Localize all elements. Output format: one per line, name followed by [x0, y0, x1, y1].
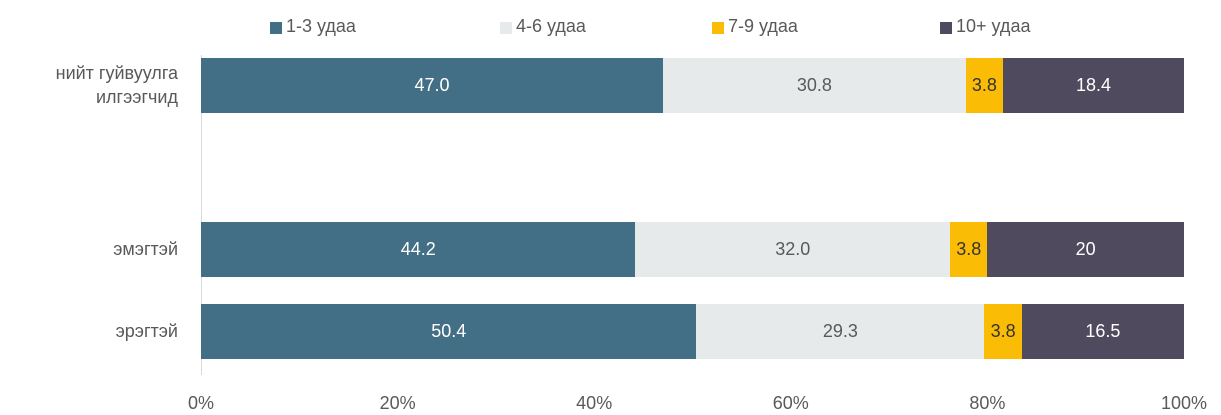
x-tick-label: 0% [187, 393, 214, 413]
data-label: 20 [1075, 238, 1096, 259]
legend-swatch [270, 22, 282, 34]
category-label: нийт гуйвуулга илгээгчид [55, 63, 178, 107]
legend-label: 4-6 удаа [516, 16, 586, 36]
data-label: 47.0 [414, 74, 450, 95]
x-tick-label: 40% [576, 393, 613, 413]
bar-segment [635, 221, 951, 277]
bar-segment [1003, 57, 1184, 113]
legend-label: 1-3 удаа [286, 16, 356, 36]
data-label: 50.4 [431, 320, 467, 341]
category-label: эрэгтэй [115, 321, 178, 341]
data-label: 3.8 [971, 74, 997, 95]
data-label: 16.5 [1085, 320, 1121, 341]
bar-segment [696, 303, 985, 359]
legend-swatch [940, 22, 952, 34]
category-label: эмэгтэй [113, 239, 178, 259]
data-label: 32.0 [775, 238, 811, 259]
axis-line [201, 55, 202, 375]
data-label: 3.8 [990, 320, 1016, 341]
data-label: 3.8 [956, 238, 982, 259]
bar-segment [965, 57, 1004, 113]
legend-swatch [500, 22, 512, 34]
bar-segment [201, 57, 663, 113]
x-tick-label: 80% [969, 393, 1006, 413]
legend-label: 7-9 удаа [728, 16, 798, 36]
data-label: 30.8 [796, 74, 832, 95]
legend-swatch [712, 22, 724, 34]
bar-segment [987, 221, 1184, 277]
x-tick-label: 20% [379, 393, 416, 413]
bar-segment [201, 303, 697, 359]
bar-segment [663, 57, 966, 113]
bar-segment [201, 221, 636, 277]
x-tick-label: 100% [1160, 393, 1208, 413]
bar-segment [1021, 303, 1184, 359]
data-label: 44.2 [400, 238, 436, 259]
data-label: 18.4 [1076, 74, 1112, 95]
data-label: 29.3 [822, 320, 858, 341]
x-tick-label: 60% [772, 393, 809, 413]
bar-segment [984, 303, 1022, 359]
bar-segment [950, 221, 988, 277]
legend-label: 10+ удаа [956, 16, 1031, 36]
